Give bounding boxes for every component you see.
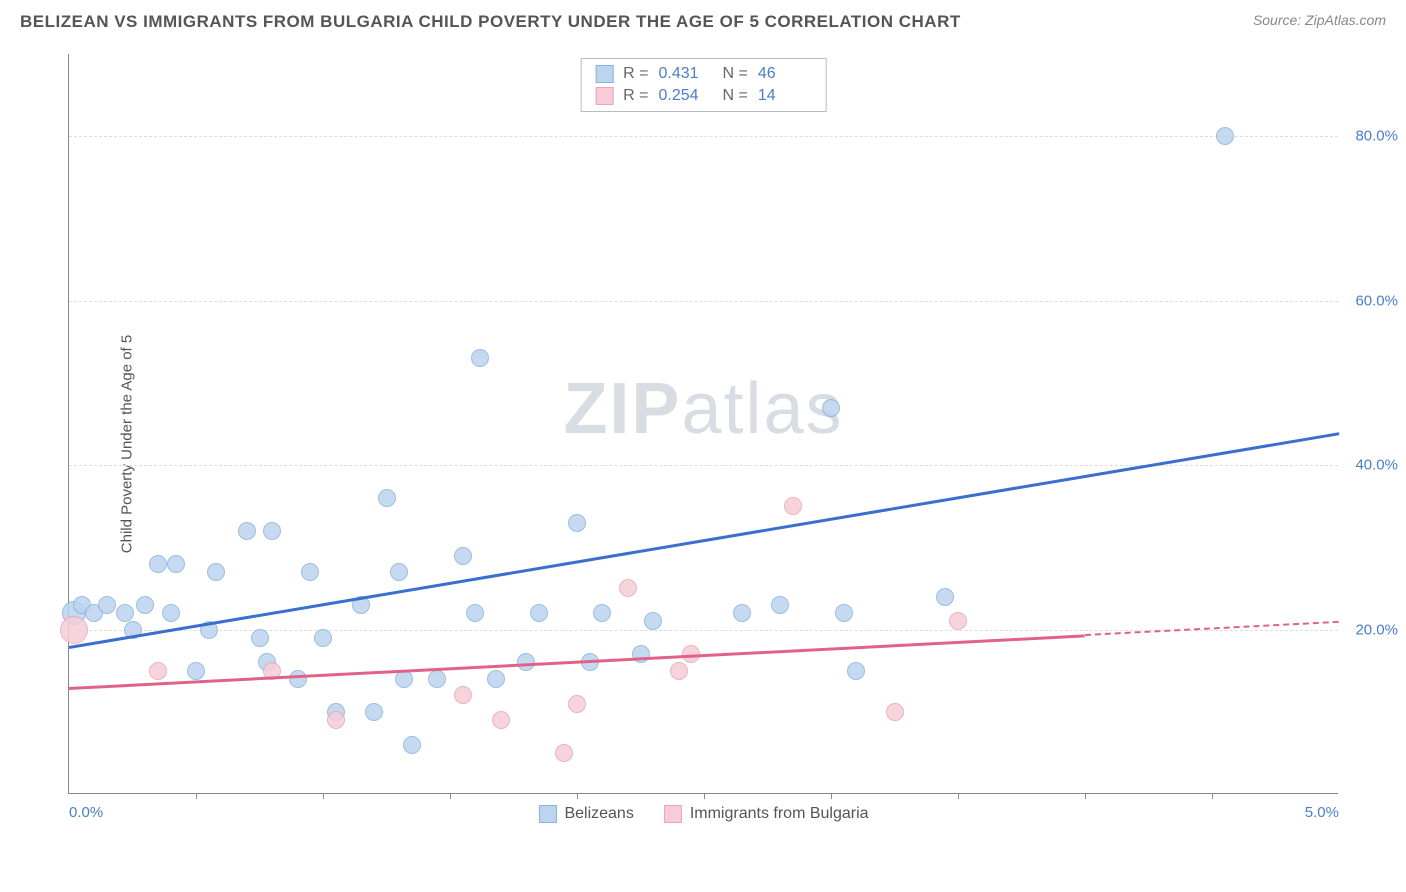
x-tick-label: 0.0%	[69, 804, 103, 821]
data-point	[365, 703, 383, 721]
data-point	[644, 612, 662, 630]
y-tick-label: 60.0%	[1355, 292, 1398, 309]
data-point	[327, 711, 345, 729]
data-point	[60, 616, 88, 644]
data-point	[670, 662, 688, 680]
data-point	[263, 522, 281, 540]
r-value: 0.254	[659, 87, 713, 105]
data-point	[847, 662, 865, 680]
data-point	[428, 670, 446, 688]
data-point	[378, 489, 396, 507]
data-point	[835, 604, 853, 622]
plot-area: ZIPatlas R =0.431N =46R =0.254N =14 Beli…	[68, 54, 1338, 794]
data-point	[314, 629, 332, 647]
n-value: 46	[758, 65, 812, 83]
n-label: N =	[723, 87, 748, 105]
data-point	[466, 604, 484, 622]
x-tick-mark	[958, 793, 959, 799]
data-point	[1216, 127, 1234, 145]
data-point	[454, 686, 472, 704]
data-point	[886, 703, 904, 721]
trend-line	[69, 634, 1085, 689]
x-axis-legend: Belizeans Immigrants from Bulgaria	[538, 805, 868, 823]
x-tick-label: 5.0%	[1305, 804, 1339, 821]
legend-item: Immigrants from Bulgaria	[664, 805, 869, 823]
data-point	[238, 522, 256, 540]
data-point	[98, 596, 116, 614]
data-point	[530, 604, 548, 622]
legend-label: Immigrants from Bulgaria	[690, 805, 869, 823]
data-point	[187, 662, 205, 680]
data-point	[771, 596, 789, 614]
data-point	[555, 744, 573, 762]
stats-row: R = 0.254 N = 14	[595, 85, 812, 107]
data-point	[492, 711, 510, 729]
y-tick-label: 20.0%	[1355, 621, 1398, 638]
y-tick-label: 80.0%	[1355, 128, 1398, 145]
data-point	[471, 349, 489, 367]
data-point	[454, 547, 472, 565]
data-point	[568, 695, 586, 713]
x-tick-mark	[450, 793, 451, 799]
data-point	[568, 514, 586, 532]
data-point	[619, 579, 637, 597]
data-point	[395, 670, 413, 688]
x-tick-mark	[704, 793, 705, 799]
legend-swatch	[538, 805, 556, 823]
source-attribution: Source: ZipAtlas.com	[1253, 12, 1386, 28]
x-tick-mark	[831, 793, 832, 799]
grid-line-h	[69, 136, 1338, 137]
watermark: ZIPatlas	[563, 368, 843, 450]
data-point	[136, 596, 154, 614]
x-tick-mark	[323, 793, 324, 799]
x-tick-mark	[196, 793, 197, 799]
data-point	[949, 612, 967, 630]
data-point	[149, 555, 167, 573]
data-point	[822, 399, 840, 417]
grid-line-h	[69, 301, 1338, 302]
legend-item: Belizeans	[538, 805, 633, 823]
n-label: N =	[723, 65, 748, 83]
data-point	[116, 604, 134, 622]
correlation-stats-box: R = 0.431 N = 46 R = 0.254 N = 14	[580, 58, 827, 112]
data-point	[936, 588, 954, 606]
data-point	[167, 555, 185, 573]
stats-row: R = 0.431 N = 46	[595, 63, 812, 85]
r-label: R =	[623, 65, 648, 83]
data-point	[207, 563, 225, 581]
data-point	[162, 604, 180, 622]
chart-title: BELIZEAN VS IMMIGRANTS FROM BULGARIA CHI…	[20, 12, 961, 32]
n-value: 14	[758, 87, 812, 105]
data-point	[403, 736, 421, 754]
x-tick-mark	[1212, 793, 1213, 799]
data-point	[390, 563, 408, 581]
r-value: 0.431	[659, 65, 713, 83]
data-point	[487, 670, 505, 688]
legend-swatch	[595, 87, 613, 105]
legend-label: Belizeans	[564, 805, 633, 823]
r-label: R =	[623, 87, 648, 105]
legend-swatch	[664, 805, 682, 823]
data-point	[251, 629, 269, 647]
data-point	[784, 497, 802, 515]
x-tick-mark	[577, 793, 578, 799]
data-point	[301, 563, 319, 581]
data-point	[593, 604, 611, 622]
data-point	[632, 645, 650, 663]
chart-container: Child Poverty Under the Age of 5 ZIPatla…	[48, 54, 1388, 834]
legend-swatch	[595, 65, 613, 83]
y-tick-label: 40.0%	[1355, 457, 1398, 474]
data-point	[149, 662, 167, 680]
x-tick-mark	[1085, 793, 1086, 799]
data-point	[733, 604, 751, 622]
data-point	[289, 670, 307, 688]
